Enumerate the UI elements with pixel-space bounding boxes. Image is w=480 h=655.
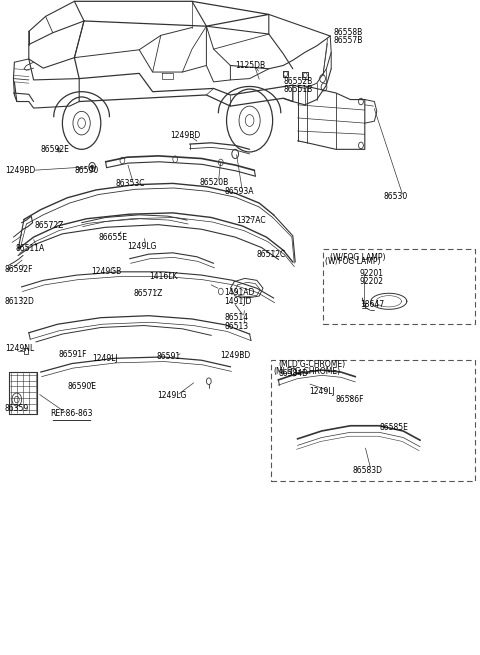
- Text: 86655E: 86655E: [98, 233, 127, 242]
- Text: 86551B: 86551B: [283, 85, 312, 94]
- Text: 86593A: 86593A: [225, 187, 254, 196]
- Text: 1491JD: 1491JD: [225, 297, 252, 306]
- Text: 1491AD: 1491AD: [225, 288, 255, 297]
- Text: 1249GB: 1249GB: [91, 267, 121, 276]
- Text: 86584D: 86584D: [278, 369, 308, 378]
- Text: 1249LG: 1249LG: [127, 242, 156, 251]
- Text: 1327AC: 1327AC: [237, 215, 266, 225]
- Text: 86132D: 86132D: [5, 297, 35, 306]
- Text: 86591: 86591: [156, 352, 180, 361]
- Bar: [271, 360, 475, 481]
- Text: 1416LK: 1416LK: [149, 272, 177, 281]
- Text: 86552B: 86552B: [283, 77, 312, 86]
- Text: 1249LJ: 1249LJ: [310, 386, 336, 396]
- Text: 1125DB: 1125DB: [235, 61, 265, 70]
- Text: 86520B: 86520B: [199, 178, 228, 187]
- Text: 1249LG: 1249LG: [157, 391, 187, 400]
- Text: (MLD'G-CHROME): (MLD'G-CHROME): [278, 360, 346, 369]
- Text: 1249BD: 1249BD: [170, 131, 201, 140]
- Text: 86592E: 86592E: [41, 145, 70, 154]
- Bar: [323, 249, 475, 324]
- Text: 86586F: 86586F: [336, 395, 364, 404]
- Text: 86583D: 86583D: [353, 466, 383, 475]
- Text: 86590E: 86590E: [67, 382, 96, 391]
- Text: 86513: 86513: [224, 322, 248, 331]
- Text: 86571Z: 86571Z: [133, 289, 163, 298]
- Text: 86514: 86514: [224, 313, 248, 322]
- Text: 86590: 86590: [74, 166, 99, 175]
- Text: 86558B: 86558B: [334, 28, 363, 37]
- Text: 86585E: 86585E: [379, 422, 408, 432]
- Text: 92202: 92202: [360, 277, 384, 286]
- Text: 1249BD: 1249BD: [5, 166, 35, 175]
- Circle shape: [91, 165, 94, 169]
- Text: 86592F: 86592F: [5, 265, 33, 274]
- Text: 1249LJ: 1249LJ: [93, 354, 119, 363]
- Text: 86512C: 86512C: [256, 250, 286, 259]
- Text: 86557B: 86557B: [334, 36, 363, 45]
- Text: 86530: 86530: [384, 192, 408, 201]
- Text: 18647: 18647: [360, 300, 384, 309]
- Text: REF.86-863: REF.86-863: [50, 409, 93, 419]
- Text: (MLD'G-CHROME): (MLD'G-CHROME): [274, 367, 341, 376]
- Text: 86359: 86359: [5, 403, 29, 413]
- Text: 86572Z: 86572Z: [35, 221, 64, 230]
- Text: 1249BD: 1249BD: [220, 350, 251, 360]
- Text: 1249NL: 1249NL: [5, 344, 34, 353]
- Text: 86511A: 86511A: [15, 244, 45, 253]
- Text: 86591F: 86591F: [59, 350, 87, 359]
- Text: 86353C: 86353C: [115, 179, 144, 188]
- Text: (W/FOG LAMP): (W/FOG LAMP): [330, 253, 386, 262]
- Text: 92201: 92201: [360, 269, 384, 278]
- Text: (W/FOG LAMP): (W/FOG LAMP): [325, 257, 381, 266]
